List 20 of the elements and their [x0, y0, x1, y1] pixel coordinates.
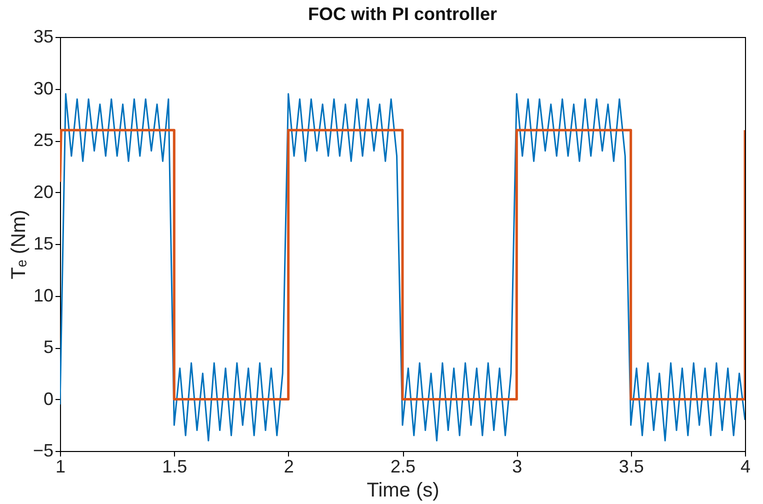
x-tick-label: 3: [512, 456, 522, 476]
y-tick-label: −5: [32, 440, 54, 460]
y-tick-label: 15: [33, 234, 54, 254]
x-tick-label: 3.5: [618, 456, 644, 476]
y-tick-label: 0: [43, 388, 54, 409]
y-tick-label: 5: [43, 337, 54, 357]
chart-title: FOC with PI controller: [308, 4, 498, 24]
y-tick-label: 10: [33, 285, 54, 306]
x-tick-label: 4: [740, 456, 751, 476]
x-axis-title: Time (s): [366, 480, 440, 502]
x-tick-label: 2: [284, 456, 294, 476]
x-tick-label: 1.5: [162, 456, 188, 476]
y-axis-title: Tₑ (Nm): [8, 210, 30, 280]
y-tick-label: 25: [33, 130, 54, 150]
x-tick-label: 1: [55, 456, 66, 476]
y-tick-label: 35: [33, 26, 54, 46]
y-tick-label: 20: [33, 182, 54, 202]
y-tick-label: 30: [33, 78, 54, 98]
line-series: [60, 93, 745, 442]
x-tick-label: 2.5: [390, 456, 416, 476]
